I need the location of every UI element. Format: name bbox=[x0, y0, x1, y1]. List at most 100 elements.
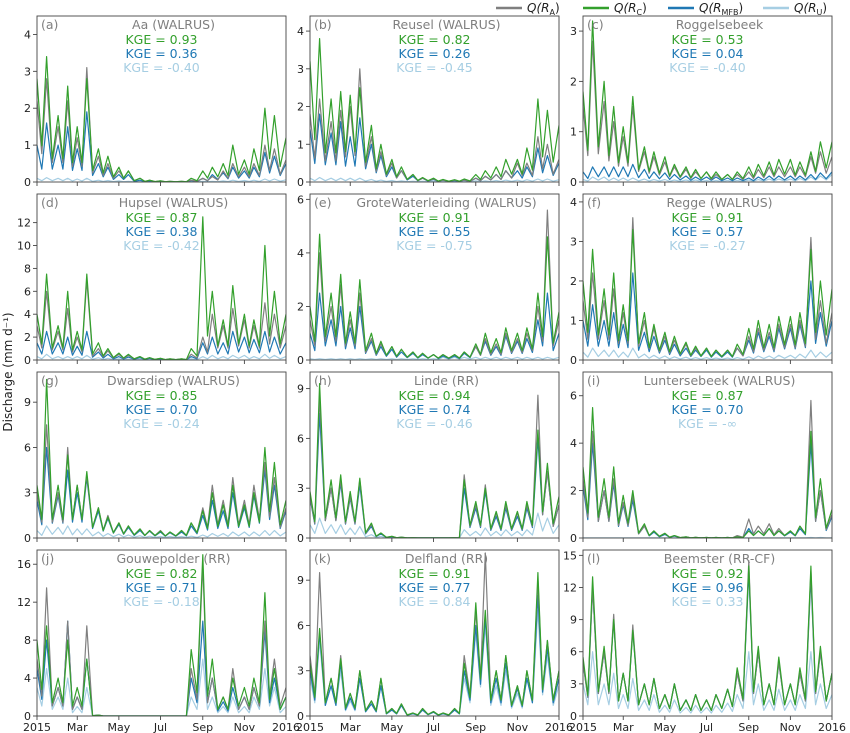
series-line-ra bbox=[37, 563, 286, 716]
x-tick-label: Jul bbox=[153, 721, 167, 733]
panel-title: Luntersebeek (WALRUS) bbox=[644, 373, 796, 388]
y-tick-label: 15 bbox=[563, 549, 577, 562]
legend-entry: Q(RU) bbox=[763, 1, 827, 17]
y-tick-label: 3 bbox=[570, 25, 577, 38]
panel-title: Beemster (RR-CF) bbox=[664, 551, 775, 566]
kge-label: KGE = 0.55 bbox=[398, 224, 470, 239]
y-tick-label: 0 bbox=[570, 176, 577, 189]
legend: Q(RA) Q(RC) Q(RMFB) Q(RU) bbox=[496, 1, 827, 17]
plot-frame bbox=[582, 549, 833, 717]
y-tick-label: 8 bbox=[24, 262, 31, 275]
kge-label: KGE = 0.33 bbox=[671, 594, 743, 609]
y-tick-label: 0 bbox=[24, 532, 31, 545]
panel: 0 3 6 9 2015 Mar May Jul Sep Nov 2016 (k) Delfland (… bbox=[296, 549, 573, 733]
series-line-ru bbox=[583, 174, 832, 182]
kge-label: KGE = 0.92 bbox=[671, 566, 743, 581]
series-group bbox=[583, 217, 832, 360]
y-tick-label: 3 bbox=[24, 65, 31, 78]
y-tick-label: 9 bbox=[297, 574, 304, 587]
series-group bbox=[37, 554, 286, 716]
kge-label: KGE = 0.87 bbox=[671, 388, 743, 403]
series-line-ru bbox=[37, 525, 286, 538]
series-line-rc bbox=[583, 20, 832, 180]
kge-label: KGE = -0.24 bbox=[123, 416, 200, 431]
kge-label: KGE = 0.87 bbox=[125, 210, 197, 225]
y-tick-label: 12 bbox=[563, 581, 577, 594]
y-tick-label: 1 bbox=[297, 138, 304, 151]
plot-frame bbox=[309, 549, 560, 717]
kge-label: KGE = -0.46 bbox=[396, 416, 473, 431]
series-group bbox=[583, 560, 832, 714]
y-tick-label: 4 bbox=[24, 308, 31, 321]
kge-label: KGE = -0.42 bbox=[123, 238, 200, 253]
legend-label: Q(RMFB) bbox=[699, 1, 743, 17]
y-tick-label: 3 bbox=[297, 63, 304, 76]
series-line-ru bbox=[310, 176, 559, 182]
x-tick-label: 2015 bbox=[569, 721, 597, 733]
y-tick-label: 2 bbox=[570, 485, 577, 498]
y-tick-label: 0 bbox=[570, 710, 577, 723]
panel-title: Delfland (RR) bbox=[405, 551, 488, 566]
x-tick-label: May bbox=[107, 721, 130, 733]
y-tick-label: 16 bbox=[17, 558, 31, 571]
y-tick-label: 4 bbox=[297, 25, 304, 38]
y-tick-label: 0 bbox=[24, 354, 31, 367]
y-tick-label: 3 bbox=[297, 482, 304, 495]
series-line-rmfb bbox=[583, 163, 832, 182]
x-tick-label: Sep bbox=[738, 721, 759, 733]
y-tick-label: 2 bbox=[297, 300, 304, 313]
y-tick-label: 9 bbox=[24, 396, 31, 409]
series-line-rc bbox=[37, 378, 286, 537]
x-tick-label: Nov bbox=[780, 721, 802, 733]
x-tick-label: May bbox=[380, 721, 403, 733]
series-line-rc bbox=[583, 565, 832, 711]
plot-area bbox=[310, 372, 559, 538]
y-tick-label: 2 bbox=[570, 75, 577, 88]
x-tick-label: 2016 bbox=[545, 721, 573, 733]
series-group bbox=[583, 20, 832, 182]
x-tick-label: Jul bbox=[699, 721, 713, 733]
x-tick-label: 2016 bbox=[272, 721, 300, 733]
y-tick-label: 3 bbox=[297, 665, 304, 678]
series-line-ru bbox=[37, 658, 286, 716]
plot-area bbox=[583, 16, 832, 182]
kge-label: KGE = 0.70 bbox=[125, 402, 197, 417]
panel-title: Gouwepolder (RR) bbox=[116, 551, 230, 566]
y-tick-label: 12 bbox=[17, 596, 31, 609]
series-group bbox=[310, 552, 559, 716]
panel-letter: (c) bbox=[587, 17, 604, 32]
series-line-ru bbox=[583, 651, 832, 714]
x-tick-label: 2015 bbox=[23, 721, 51, 733]
legend-entry: Q(RMFB) bbox=[668, 1, 743, 17]
series-line-rc bbox=[583, 407, 832, 538]
legend-label: Q(RU) bbox=[794, 1, 827, 17]
legend-entry: Q(RA) bbox=[496, 1, 560, 17]
kge-label: KGE = -0.27 bbox=[669, 238, 746, 253]
plot-frame bbox=[582, 15, 833, 183]
panel-title: Roggelsebeek bbox=[676, 17, 764, 32]
series-line-ru bbox=[583, 347, 832, 360]
legend-label: Q(RC) bbox=[614, 1, 647, 17]
y-tick-label: 2 bbox=[24, 102, 31, 115]
kge-label: KGE = 0.70 bbox=[671, 402, 743, 417]
y-tick-label: 0 bbox=[297, 176, 304, 189]
plot-area bbox=[583, 550, 832, 716]
y-tick-label: 3 bbox=[570, 678, 577, 691]
panel-letter: (d) bbox=[41, 195, 59, 210]
x-tick-label: May bbox=[653, 721, 676, 733]
series-group bbox=[37, 56, 286, 182]
kge-label: KGE = 0.77 bbox=[398, 580, 470, 595]
kge-label: KGE = 0.94 bbox=[398, 388, 470, 403]
kge-label: KGE = 0.91 bbox=[671, 210, 743, 225]
plot-frame bbox=[309, 371, 560, 539]
series-line-ru bbox=[310, 356, 559, 360]
y-tick-label: 0 bbox=[570, 532, 577, 545]
kge-label: KGE = 0.04 bbox=[671, 46, 743, 61]
kge-label: KGE = 0.82 bbox=[125, 566, 197, 581]
plot-frame bbox=[309, 15, 560, 183]
x-tick-label: Mar bbox=[340, 721, 361, 733]
